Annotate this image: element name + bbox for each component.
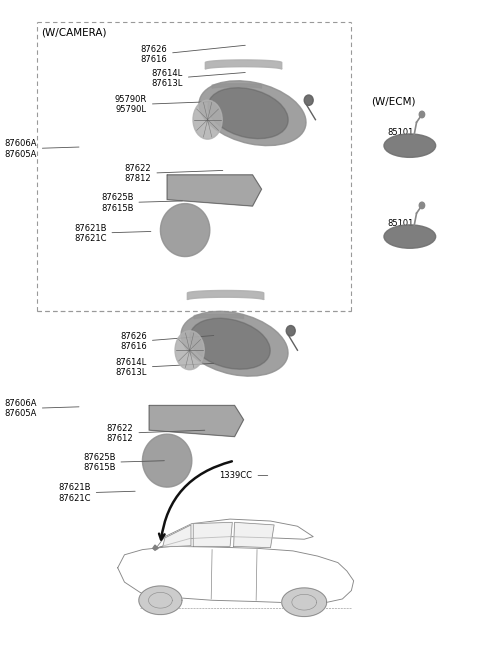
Ellipse shape (199, 81, 306, 145)
Text: 87621B
87621C: 87621B 87621C (74, 223, 151, 243)
Ellipse shape (286, 326, 295, 336)
Ellipse shape (208, 88, 288, 139)
Text: 87621B
87621C: 87621B 87621C (58, 483, 135, 503)
Polygon shape (160, 204, 210, 257)
Polygon shape (187, 290, 264, 300)
Polygon shape (282, 588, 327, 616)
Ellipse shape (384, 225, 436, 248)
Text: 87622
87812: 87622 87812 (125, 164, 223, 183)
Ellipse shape (304, 95, 313, 105)
Polygon shape (149, 405, 243, 437)
Ellipse shape (384, 134, 436, 157)
Polygon shape (167, 175, 262, 206)
Text: 87625B
87615B: 87625B 87615B (83, 453, 164, 472)
Text: 1339CC: 1339CC (219, 471, 268, 480)
Text: (W/CAMERA): (W/CAMERA) (41, 28, 107, 37)
Ellipse shape (175, 331, 204, 369)
Polygon shape (194, 314, 243, 319)
Ellipse shape (419, 202, 425, 209)
Polygon shape (153, 545, 158, 550)
Text: (W/ECM): (W/ECM) (372, 97, 416, 107)
Text: 85101: 85101 (387, 128, 414, 137)
Ellipse shape (181, 311, 288, 376)
Ellipse shape (419, 111, 425, 118)
Ellipse shape (193, 100, 222, 139)
Text: 87622
87612: 87622 87612 (107, 424, 205, 443)
Polygon shape (143, 434, 192, 487)
Polygon shape (205, 60, 282, 69)
Text: 85101: 85101 (387, 219, 414, 228)
Text: 87626
87616: 87626 87616 (120, 332, 214, 352)
Text: 87614L
87613L: 87614L 87613L (116, 358, 214, 377)
Polygon shape (212, 84, 262, 88)
Text: 95790R
95790L: 95790R 95790L (115, 95, 214, 115)
Polygon shape (118, 546, 354, 603)
Polygon shape (234, 522, 274, 548)
Ellipse shape (190, 318, 270, 369)
Text: 87626
87616: 87626 87616 (140, 45, 245, 64)
Polygon shape (156, 519, 313, 548)
Polygon shape (193, 522, 232, 546)
Text: 87606A
87605A: 87606A 87605A (4, 140, 79, 159)
Polygon shape (139, 586, 182, 614)
Polygon shape (163, 525, 191, 547)
Text: 87614L
87613L: 87614L 87613L (152, 69, 245, 88)
Text: 87606A
87605A: 87606A 87605A (4, 399, 79, 419)
Text: 87625B
87615B: 87625B 87615B (101, 193, 182, 212)
